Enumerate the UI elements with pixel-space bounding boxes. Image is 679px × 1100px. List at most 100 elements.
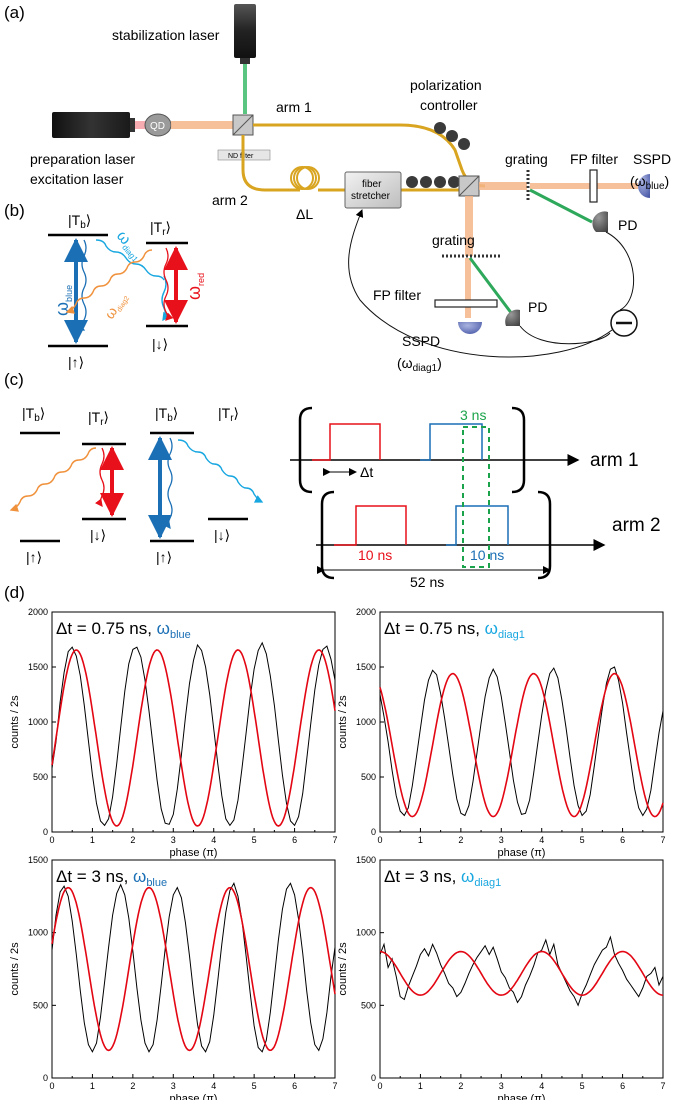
omega-blue-label: ωblue: [52, 285, 74, 316]
y-tick-label: 1000: [356, 717, 376, 727]
plot-annotation: Δt = 3 ns, ωdiag1: [384, 867, 501, 889]
c-blue-wave: [162, 437, 173, 530]
green-beam-horizontal: [529, 188, 593, 224]
output-beam-horizontal: [479, 182, 527, 190]
plot-annotation: Δt = 0.75 ns, ωdiag1: [384, 619, 525, 641]
stabilization-laser-aperture: [240, 58, 250, 64]
x-tick-label: 1: [90, 1081, 95, 1091]
fit-curve: [379, 950, 664, 997]
pd-2-label: PD: [528, 299, 547, 315]
y-tick-label: 1500: [28, 662, 48, 672]
y-tick-label: 500: [361, 772, 376, 782]
x-tick-label: 5: [580, 835, 585, 845]
omega-red-label: ωred: [184, 273, 206, 300]
x-tick-label: 6: [620, 835, 625, 845]
polarization-label: polarization: [410, 77, 482, 93]
fiber-stretcher: [344, 171, 402, 209]
y-tick-label: 2000: [356, 607, 376, 617]
y-tick-label: 2000: [28, 607, 48, 617]
blue-emission-wave: [76, 239, 87, 331]
panel-label-a: (a): [4, 3, 25, 22]
arm2-blue-pulse: [446, 505, 509, 546]
arm1-bracket-left: [298, 406, 313, 494]
x-tick-label: 5: [580, 1081, 585, 1091]
c-ket-down-right: |↓⟩: [214, 527, 230, 543]
x-tick-label: 0: [377, 835, 382, 845]
y-tick-label: 0: [43, 1073, 48, 1083]
x-tick-label: 4: [539, 835, 544, 845]
arm1-bracket-right: [511, 406, 526, 494]
y-tick-label: 0: [43, 827, 48, 837]
delta-l-label: ΔL: [296, 206, 313, 222]
fp-filter-1-label: FP filter: [570, 151, 618, 167]
sspd-2: [458, 322, 482, 334]
x-tick-label: 7: [660, 835, 665, 845]
fit-curve: [379, 672, 664, 818]
pd-2-wire: [519, 325, 611, 345]
panel-b: (b) |Tb⟩ |Tr⟩ |↑⟩ |↓⟩ ωblue ωdiag1 ωdiag…: [4, 201, 206, 370]
c-diag1-wave: [177, 439, 264, 503]
pd-1-label: PD: [618, 217, 637, 233]
x-tick-label: 6: [292, 835, 297, 845]
y-axis-label: counts / 2s: [9, 942, 21, 996]
stabilization-laser-body: [234, 4, 256, 58]
x-tick-label: 7: [332, 835, 337, 845]
y-axis-label: counts / 2s: [337, 942, 349, 996]
x-tick-label: 6: [620, 1081, 625, 1091]
sspd-2-sublabel: (ωdiag1): [397, 355, 442, 374]
c-ket-tr-left: |Tr⟩: [88, 409, 109, 428]
data-series-line: [379, 666, 664, 817]
c-ket-tb-right: |Tb⟩: [155, 405, 178, 424]
x-tick-label: 6: [292, 1081, 297, 1091]
ket-tr: |Tr⟩: [150, 219, 171, 238]
x-tick-label: 7: [332, 1081, 337, 1091]
data-series-line: [51, 882, 336, 1053]
y-tick-label: 0: [371, 827, 376, 837]
y-tick-label: 500: [361, 1000, 376, 1010]
detection-window: [462, 426, 490, 568]
x-tick-label: 1: [418, 1081, 423, 1091]
arm2-label: arm 2: [212, 192, 248, 208]
feedback-wire: [348, 209, 613, 358]
ket-down: |↓⟩: [152, 336, 168, 352]
controller-label: controller: [420, 97, 478, 113]
x-tick-label: 3: [499, 1081, 504, 1091]
fp-filter-2: [434, 299, 498, 308]
x-axis-label: phase (π): [170, 1093, 218, 1100]
excitation-laser-aperture: [130, 118, 135, 132]
pd-1: [592, 211, 608, 232]
x-tick-label: 3: [499, 835, 504, 845]
fiber-coil: [290, 166, 320, 190]
x-tick-label: 2: [130, 835, 135, 845]
x-tick-label: 1: [418, 835, 423, 845]
x-tick-label: 0: [49, 835, 54, 845]
excitation-beam: [135, 121, 147, 129]
beam-splitter-1-diagonal: [232, 114, 254, 136]
x-axis-label: phase (π): [498, 847, 546, 859]
x-tick-label: 2: [458, 835, 463, 845]
plot-annotation: Δt = 3 ns, ωblue: [56, 867, 167, 889]
fp-filter-2-label: FP filter: [373, 287, 421, 303]
panel-a: (a) stabilization laser QD preparation l…: [4, 3, 671, 374]
y-axis-label: counts / 2s: [337, 695, 349, 749]
x-tick-label: 5: [252, 1081, 257, 1091]
y-tick-label: 1500: [356, 855, 376, 865]
c-ket-up-left: |↑⟩: [26, 549, 42, 565]
plot-annotation: Δt = 0.75 ns, ωblue: [56, 619, 191, 641]
x-tick-label: 1: [90, 835, 95, 845]
qd-emission-beam: [171, 121, 233, 129]
timing-arm1-label: arm 1: [590, 450, 639, 471]
ket-tb: |Tb⟩: [68, 212, 91, 231]
arm2-bracket-left: [320, 490, 335, 580]
y-tick-label: 500: [33, 772, 48, 782]
y-tick-label: 1000: [28, 717, 48, 727]
excitation-laser-body: [52, 112, 130, 138]
fit-curve: [51, 649, 336, 827]
fp-filter-1: [589, 169, 598, 203]
ket-up: |↑⟩: [68, 354, 84, 370]
arm2-fiber-a: [241, 135, 300, 192]
fiber-stretcher-label-1: fiber: [362, 179, 382, 190]
x-tick-label: 5: [252, 835, 257, 845]
